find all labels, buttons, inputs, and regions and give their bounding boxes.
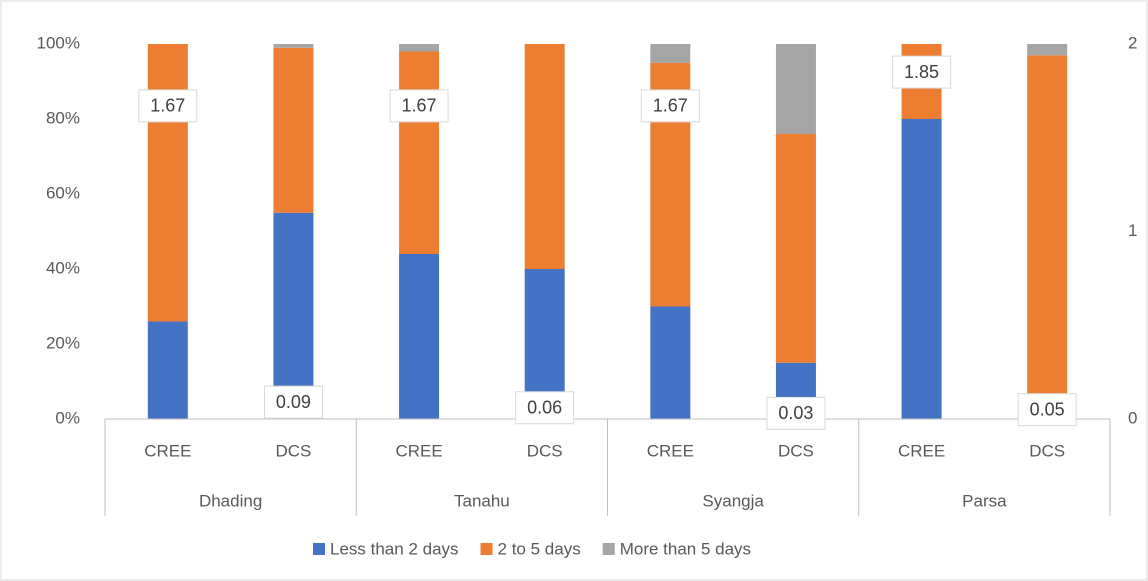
bar-segment xyxy=(775,44,816,134)
data-label-box xyxy=(138,89,198,123)
bar-segment xyxy=(775,134,816,363)
bar-segment xyxy=(273,212,314,419)
group-label: Tanahu xyxy=(454,491,510,510)
y-tick-label: 20% xyxy=(46,333,80,352)
data-label-box xyxy=(640,89,700,123)
data-label: 1.67 xyxy=(402,96,437,116)
data-label-box xyxy=(389,89,449,123)
data-label: 1.67 xyxy=(150,96,185,116)
group-label: Parsa xyxy=(962,491,1007,510)
data-label: 0.05 xyxy=(1030,399,1065,419)
data-label: 1.85 xyxy=(904,62,939,82)
group-label: Syangja xyxy=(702,491,764,510)
data-label-box xyxy=(892,55,952,89)
x-tick-label: CREE xyxy=(144,441,191,460)
x-tick-label: CREE xyxy=(647,441,694,460)
x-tick-label: CREE xyxy=(395,441,442,460)
data-label-box xyxy=(263,385,323,419)
legend-swatch xyxy=(480,543,493,555)
y-tick-label: 40% xyxy=(46,258,80,277)
legend-label: Less than 2 days xyxy=(330,539,459,558)
y2-tick-label: 2 xyxy=(1128,33,1137,52)
bar-segment xyxy=(650,306,691,419)
bar-segment xyxy=(399,44,440,52)
bar-segment xyxy=(147,321,188,419)
y-tick-label: 0% xyxy=(55,408,80,427)
y-tick-label: 100% xyxy=(37,33,80,52)
y-tick-label: 60% xyxy=(46,183,80,202)
x-tick-label: DCS xyxy=(275,441,311,460)
bar-segment xyxy=(524,44,565,269)
bar-segment xyxy=(901,119,942,419)
legend-swatch xyxy=(313,543,325,555)
y2-tick-label: 0 xyxy=(1128,408,1137,427)
data-label: 1.67 xyxy=(653,96,688,116)
x-tick-label: DCS xyxy=(527,441,563,460)
y2-tick-label: 1 xyxy=(1128,221,1137,240)
data-label-box xyxy=(1017,393,1077,427)
x-tick-label: DCS xyxy=(1029,441,1065,460)
bar-segment xyxy=(273,47,314,213)
bar-segment xyxy=(399,254,440,419)
y-tick-label: 80% xyxy=(46,108,80,127)
data-label: 0.03 xyxy=(778,403,813,423)
bar-segment xyxy=(1027,55,1068,419)
data-label: 0.06 xyxy=(527,398,562,418)
bar-segment xyxy=(273,44,314,48)
x-tick-label: DCS xyxy=(778,441,814,460)
legend-label: More than 5 days xyxy=(620,539,751,558)
legend-label: 2 to 5 days xyxy=(498,539,581,558)
group-label: Dhading xyxy=(199,491,262,510)
data-label: 0.09 xyxy=(276,392,311,412)
bar-segment xyxy=(1027,44,1068,56)
data-label-box xyxy=(515,391,575,425)
bar-segment xyxy=(399,51,440,254)
bar-segment xyxy=(650,44,691,63)
x-tick-label: CREE xyxy=(898,441,945,460)
bar-segment xyxy=(147,44,188,322)
data-label-box xyxy=(766,396,826,430)
legend-swatch xyxy=(602,543,615,555)
